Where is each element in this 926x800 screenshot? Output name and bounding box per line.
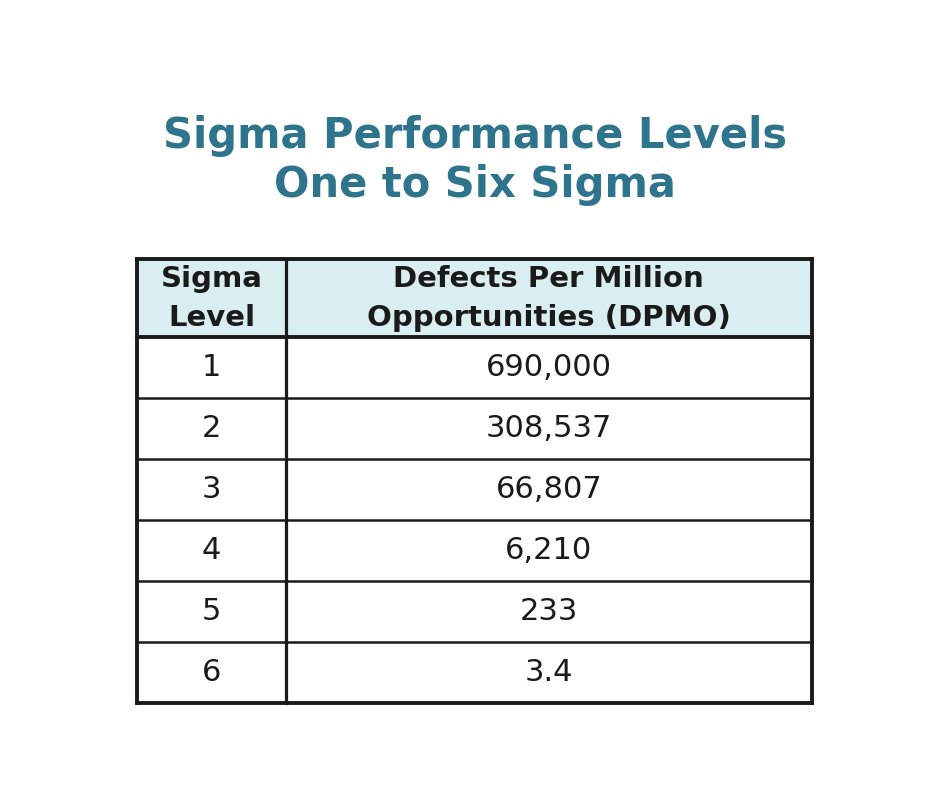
Bar [137,259,812,337]
Text: 690,000: 690,000 [486,353,612,382]
Text: 4: 4 [202,536,221,565]
Text: Sigma
Level: Sigma Level [160,265,262,331]
Text: 308,537: 308,537 [485,414,612,443]
Text: 3.4: 3.4 [524,658,573,686]
Bar [137,398,812,459]
Bar [137,337,812,398]
Text: 6,210: 6,210 [506,536,593,565]
Bar [137,520,812,581]
Text: 2: 2 [202,414,221,443]
Text: 3: 3 [202,475,221,504]
Text: 5: 5 [202,597,221,626]
Bar [137,459,812,520]
Text: Defects Per Million
Opportunities (DPMO): Defects Per Million Opportunities (DPMO) [367,265,731,331]
Text: 66,807: 66,807 [495,475,602,504]
Text: One to Six Sigma: One to Six Sigma [274,164,675,206]
Text: 1: 1 [202,353,221,382]
Text: Sigma Performance Levels: Sigma Performance Levels [162,115,787,157]
Bar [137,642,812,702]
Bar [137,581,812,642]
Text: 233: 233 [519,597,578,626]
Text: 6: 6 [202,658,221,686]
